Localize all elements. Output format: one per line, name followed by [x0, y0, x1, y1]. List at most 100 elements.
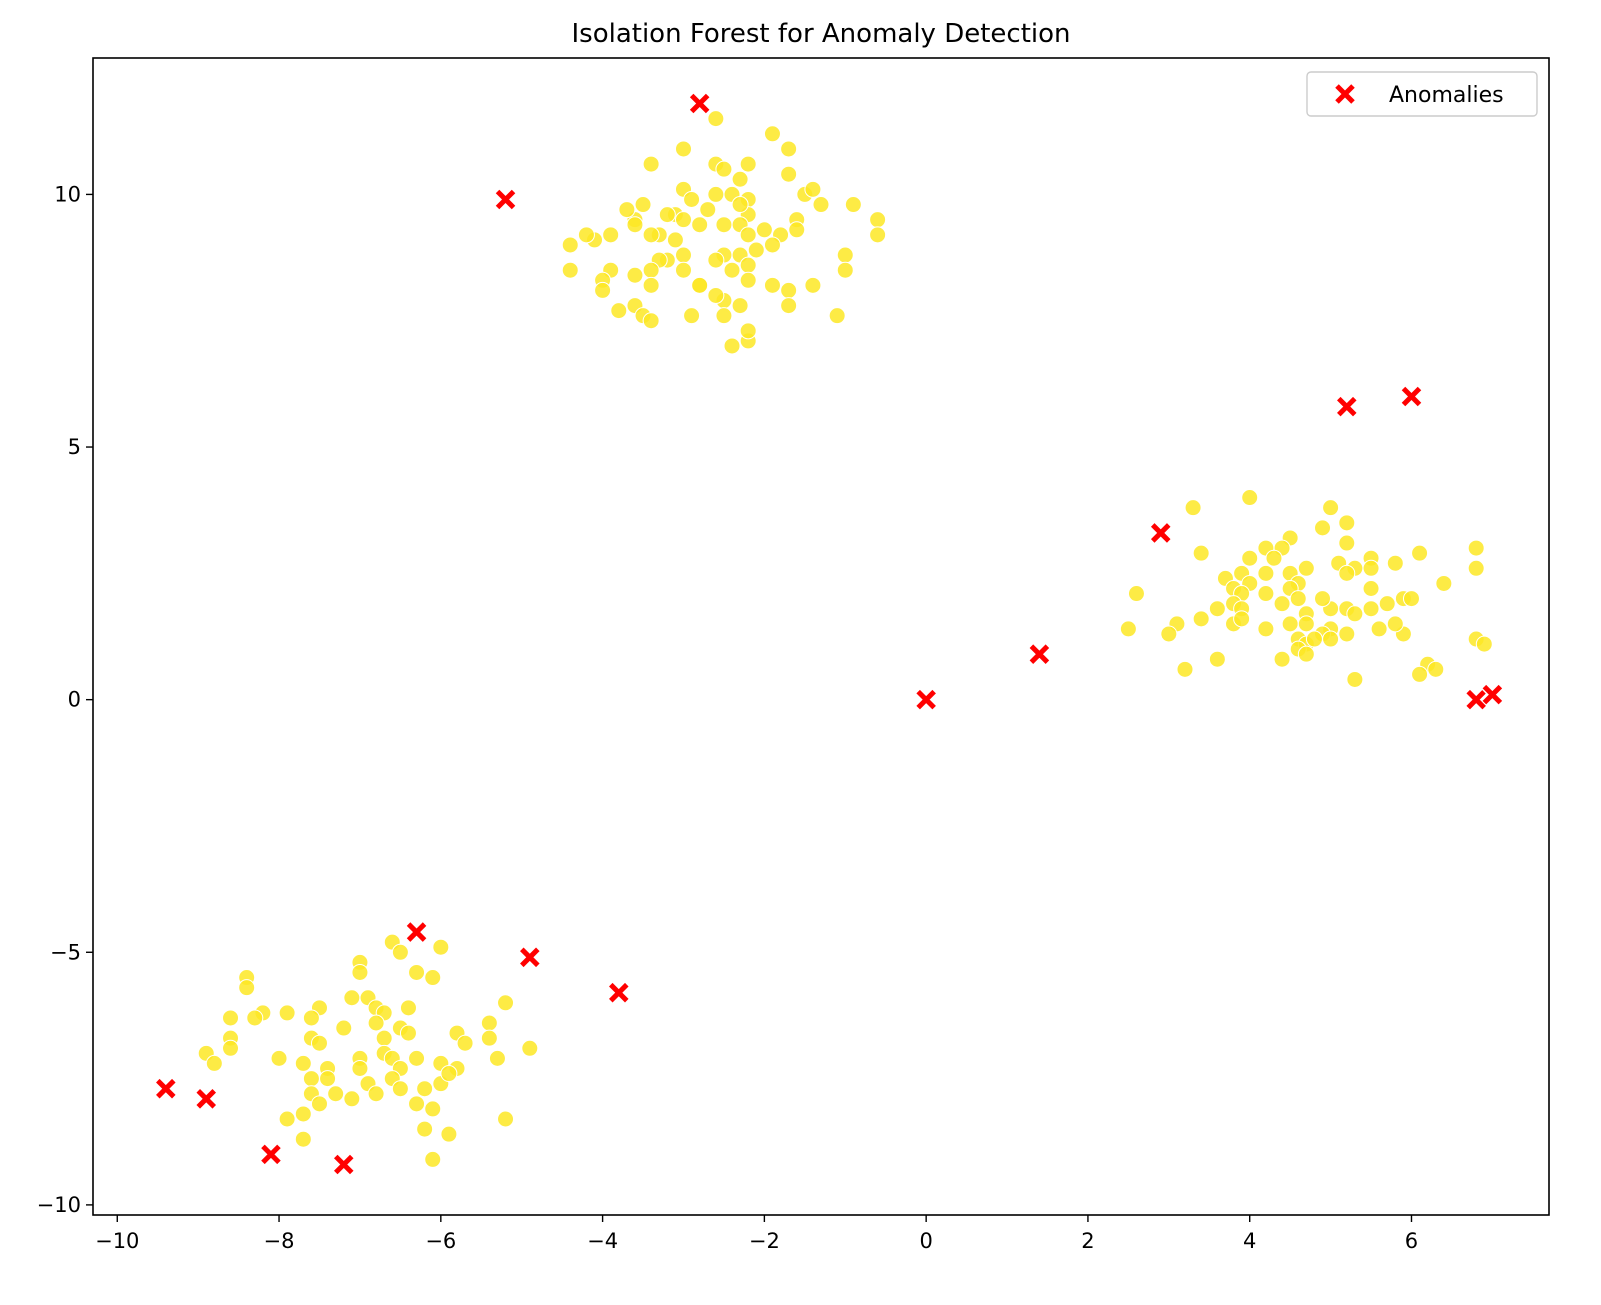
normal-point	[658, 206, 676, 224]
normal-point	[836, 261, 854, 279]
normal-point	[723, 337, 741, 355]
normal-point	[1273, 595, 1291, 613]
legend-label-anomalies: Anomalies	[1389, 83, 1504, 108]
normal-point	[335, 1019, 353, 1037]
normal-point	[1119, 620, 1137, 638]
normal-point	[626, 266, 644, 284]
normal-point	[707, 110, 725, 128]
normal-point	[594, 281, 612, 299]
normal-point	[666, 231, 684, 249]
normal-point	[1289, 590, 1307, 608]
x-tick-label: −4	[587, 1229, 618, 1253]
y-tick-label: −5	[50, 940, 81, 964]
normal-point	[780, 297, 798, 315]
normal-point	[1467, 559, 1485, 577]
normal-point	[440, 1125, 458, 1143]
normal-point	[715, 307, 733, 325]
normal-point	[642, 261, 660, 279]
y-tick-label: 0	[68, 688, 81, 712]
normal-point	[222, 1039, 240, 1057]
normal-point	[707, 286, 725, 304]
normal-point	[222, 1009, 240, 1027]
normal-point	[480, 1014, 498, 1032]
anomaly-point	[406, 922, 427, 942]
normal-point	[642, 276, 660, 294]
anomaly-point	[1482, 684, 1503, 705]
normal-point	[238, 979, 256, 997]
normal-point	[488, 1049, 506, 1067]
normal-point	[1314, 519, 1332, 537]
anomaly-point	[689, 93, 710, 114]
normal-point	[408, 1049, 426, 1067]
normal-point	[278, 1004, 296, 1022]
normal-point	[731, 196, 749, 214]
normal-point	[294, 1105, 312, 1123]
normal-point	[367, 1085, 385, 1103]
normal-point	[804, 276, 822, 294]
normal-point	[1184, 499, 1202, 517]
normal-point	[1362, 600, 1380, 618]
normal-point	[408, 963, 426, 981]
normal-point	[367, 1014, 385, 1032]
normal-point	[577, 226, 595, 244]
normal-point	[788, 221, 806, 239]
normal-point	[642, 312, 660, 330]
normal-point	[674, 261, 692, 279]
normal-point	[707, 251, 725, 269]
normal-point	[1402, 590, 1420, 608]
normal-point	[739, 256, 757, 274]
normal-point	[521, 1039, 539, 1057]
normal-point	[343, 1090, 361, 1108]
normal-point	[1386, 554, 1404, 572]
axes-ticks: −10 −8 −6 −4 −2 0 2 4 6 −10 −5 0 5 10	[37, 182, 1419, 1253]
normal-point	[747, 241, 765, 259]
normal-point	[278, 1110, 296, 1128]
normal-point	[440, 1065, 458, 1083]
chart-title: Isolation Forest for Anomaly Detection	[571, 19, 1070, 49]
normal-point	[836, 246, 854, 264]
normal-point	[1338, 534, 1356, 552]
anomaly-point	[1337, 396, 1357, 417]
x-tick-label: −8	[264, 1229, 295, 1253]
normal-point	[1338, 625, 1356, 643]
normal-point	[1241, 489, 1259, 507]
normal-point	[674, 246, 692, 264]
normal-point	[739, 271, 757, 289]
normal-point	[707, 185, 725, 203]
normal-point	[270, 1049, 288, 1067]
normal-point	[1127, 585, 1145, 603]
legend-anomaly-marker	[1335, 84, 1355, 104]
normal-point	[1362, 559, 1380, 577]
normal-point	[731, 170, 749, 188]
normal-point	[1386, 615, 1404, 633]
normal-point	[480, 1029, 498, 1047]
normal-point	[1241, 549, 1259, 567]
normal-point	[1257, 620, 1275, 638]
normal-point	[351, 963, 369, 981]
normal-point	[1411, 665, 1429, 683]
normal-point	[375, 1029, 393, 1047]
normal-point	[780, 165, 798, 183]
anomaly-point	[609, 982, 629, 1003]
y-tick-label: 10	[54, 182, 81, 206]
normal-points	[197, 110, 1493, 1168]
normal-point	[780, 140, 798, 158]
normal-point	[804, 180, 822, 198]
normal-point	[1322, 630, 1340, 648]
legend-box	[1306, 71, 1538, 117]
normal-point	[408, 1095, 426, 1113]
anomaly-point	[333, 1154, 354, 1175]
anomaly-point	[261, 1144, 281, 1165]
normal-point	[1257, 585, 1275, 603]
x-tick-label: 4	[1243, 1229, 1256, 1253]
anomaly-point	[1029, 644, 1050, 664]
normal-point	[1338, 564, 1356, 582]
normal-point	[310, 1034, 328, 1052]
normal-point	[674, 140, 692, 158]
normal-point	[1208, 600, 1226, 618]
normal-point	[763, 276, 781, 294]
normal-point	[391, 943, 409, 961]
normal-point	[1378, 595, 1396, 613]
normal-point	[432, 938, 450, 956]
normal-point	[294, 1130, 312, 1148]
